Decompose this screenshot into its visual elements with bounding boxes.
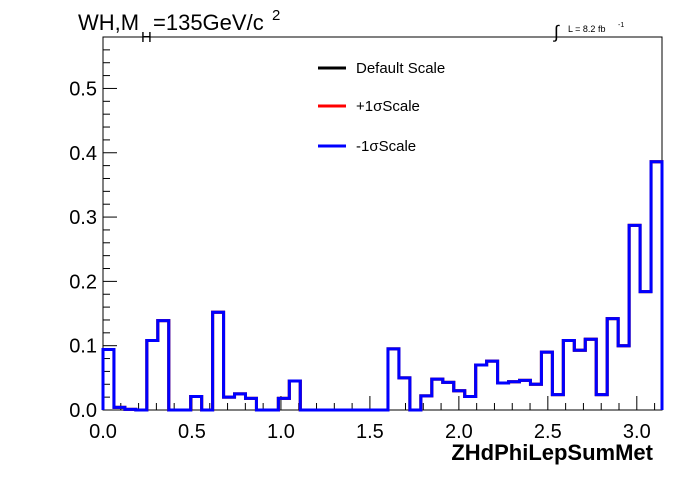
legend: Default Scale +1σScale -1σScale: [318, 60, 445, 155]
series-layer: [101, 160, 664, 412]
x-tick-label: 2.5: [534, 421, 562, 443]
y-tick-label: 0.1: [69, 336, 97, 358]
luminosity-label: L = 8.2 fb: [568, 24, 605, 34]
plot-frame: [102, 36, 663, 411]
y-tick-label: 0.0: [69, 400, 97, 422]
y-tick-label: 0.5: [69, 78, 97, 100]
y-tick-label: 0.4: [69, 143, 97, 165]
x-tick-label: 0.5: [178, 421, 206, 443]
x-axis-label: ZHdPhiLepSumMet: [451, 440, 653, 465]
chart-title-prefix: WH,M: [78, 10, 139, 35]
luminosity-superscript: -1: [618, 22, 624, 29]
luminosity-integral-symbol: ∫: [552, 22, 560, 42]
x-tick-label: 0.0: [89, 421, 117, 443]
x-tick-label: 1.0: [267, 421, 295, 443]
series-line-0: [101, 160, 664, 412]
legend-label-0: Default Scale: [356, 60, 445, 77]
x-tick-label: 2.0: [445, 421, 473, 443]
legend-label-2: -1σScale: [356, 138, 416, 155]
y-axis: 0.0 0.1 0.2 0.3 0.4 0.5: [69, 36, 117, 422]
legend-label-1: +1σScale: [356, 98, 420, 115]
x-tick-label: 3.0: [623, 421, 651, 443]
chart-title-superscript: 2: [272, 7, 280, 24]
chart-title-main: =135GeV/c: [153, 10, 264, 35]
x-tick-label: 1.5: [356, 421, 384, 443]
x-axis: 0.0 0.5 1.0 1.5 2.0 2.5 3.0: [89, 396, 656, 443]
chart-title-subscript: H: [141, 29, 152, 46]
series-line-2: [101, 160, 664, 412]
y-tick-label: 0.3: [69, 207, 97, 229]
series-line-1: [101, 160, 664, 412]
y-tick-label: 0.2: [69, 271, 97, 293]
